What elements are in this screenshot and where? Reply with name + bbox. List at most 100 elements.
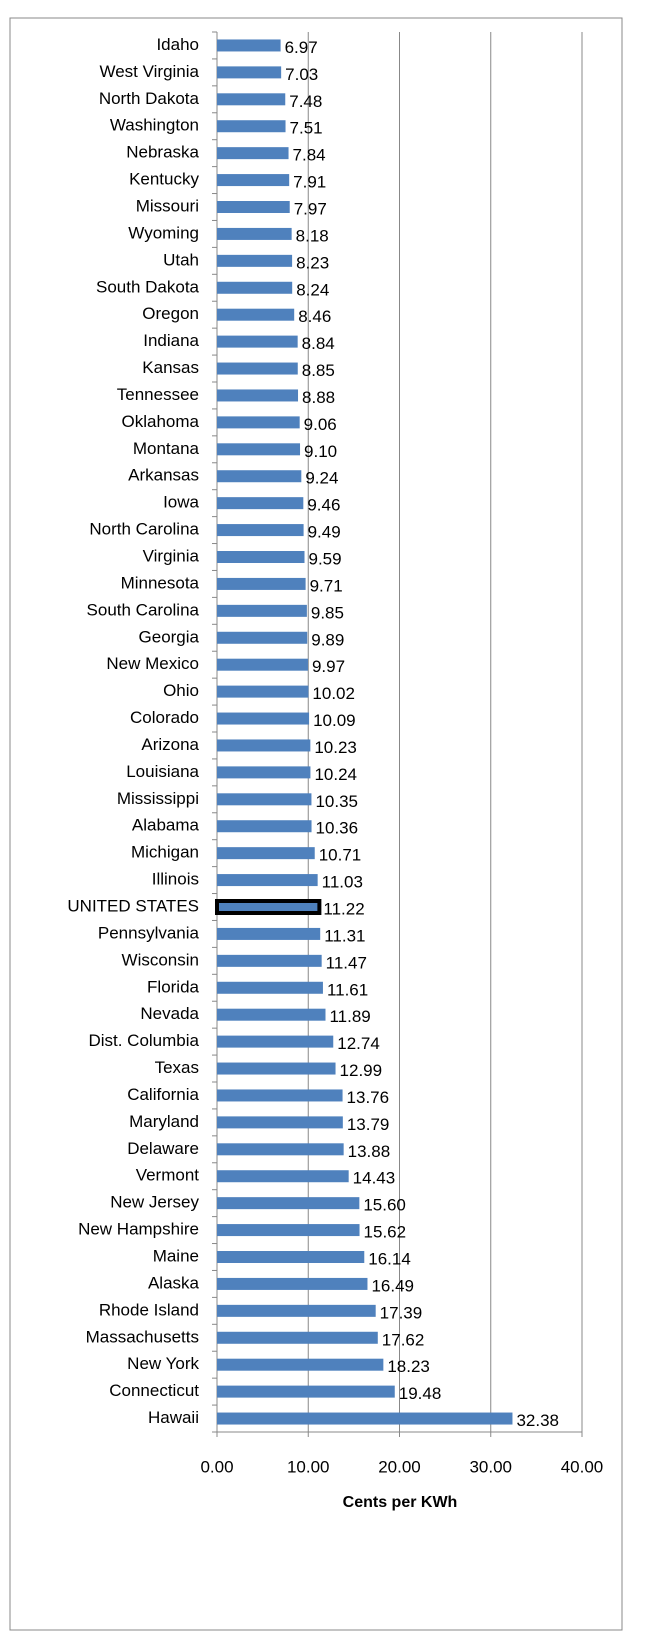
y-tick-label: Vermont: [136, 1166, 200, 1185]
value-label: 10.23: [314, 738, 357, 757]
y-tick-label: South Carolina: [87, 600, 200, 619]
value-label: 9.85: [311, 603, 344, 622]
value-label: 7.84: [293, 146, 326, 165]
bar: [217, 1143, 344, 1156]
value-label: 11.61: [327, 980, 368, 999]
bar: [217, 1008, 326, 1021]
y-tick-label: California: [127, 1085, 199, 1104]
bar: [217, 1089, 343, 1102]
value-label: 12.99: [340, 1061, 383, 1080]
bar: [217, 1304, 376, 1317]
value-label: 11.22: [323, 899, 364, 918]
y-tick-label: Nevada: [140, 1004, 199, 1023]
value-label: 11.31: [324, 926, 365, 945]
value-label: 16.14: [368, 1249, 411, 1268]
value-label: 9.49: [308, 523, 341, 542]
y-tick-label: Minnesota: [121, 573, 200, 592]
value-label: 9.24: [305, 469, 338, 488]
y-tick-label: Montana: [133, 439, 200, 458]
bar: [217, 443, 301, 456]
value-label: 15.60: [363, 1196, 406, 1215]
y-tick-label: Idaho: [156, 35, 199, 54]
value-label: 10.24: [314, 765, 357, 784]
y-tick-label: Utah: [163, 250, 199, 269]
value-label: 13.79: [347, 1115, 390, 1134]
bar: [217, 712, 310, 725]
y-tick-label: Kansas: [142, 358, 199, 377]
bar: [217, 1035, 334, 1048]
value-label: 7.91: [293, 173, 326, 192]
bar: [217, 604, 307, 617]
y-tick-label: Delaware: [127, 1139, 199, 1158]
y-tick-label: Massachusetts: [86, 1327, 199, 1346]
bar: [217, 254, 293, 267]
value-label: 12.74: [337, 1034, 380, 1053]
value-label: 9.71: [310, 576, 343, 595]
value-label: 10.02: [312, 684, 355, 703]
y-tick-label: Alabama: [132, 816, 200, 835]
value-label: 16.49: [371, 1276, 414, 1295]
bar: [217, 739, 311, 752]
y-tick-label: Indiana: [143, 331, 199, 350]
bar: [217, 793, 312, 806]
value-label: 13.88: [348, 1142, 391, 1161]
bar: [217, 577, 306, 590]
value-label: 19.48: [399, 1384, 442, 1403]
y-tick-label: Maryland: [129, 1112, 199, 1131]
bar: [217, 416, 300, 429]
bar: [217, 174, 290, 187]
bar: [217, 147, 289, 160]
bar: [217, 1197, 360, 1210]
bar: [217, 631, 308, 644]
bar: [217, 39, 281, 52]
y-tick-label: West Virginia: [99, 62, 199, 81]
value-label: 9.46: [307, 496, 340, 515]
bar: [217, 1170, 349, 1183]
y-tick-label: New Jersey: [110, 1193, 199, 1212]
value-label: 7.48: [289, 92, 322, 111]
value-label: 13.76: [347, 1088, 390, 1107]
y-tick-label: Illinois: [152, 870, 199, 889]
value-label: 8.46: [298, 307, 331, 326]
value-label: 9.97: [312, 657, 345, 676]
bar: [217, 874, 318, 887]
value-label: 17.62: [382, 1330, 425, 1349]
y-tick-label: Washington: [110, 116, 199, 135]
y-tick-label: Hawaii: [148, 1408, 199, 1427]
bar: [217, 120, 286, 133]
bar: [217, 820, 312, 833]
y-tick-label: Iowa: [163, 493, 199, 512]
bar: [217, 551, 305, 563]
bar: [217, 1277, 368, 1290]
value-label: 9.89: [311, 630, 344, 649]
bar: [217, 93, 286, 106]
value-label: 8.18: [296, 226, 329, 245]
value-label: 7.03: [285, 65, 318, 84]
y-tick-label: Maine: [153, 1246, 199, 1265]
bar: [217, 766, 311, 779]
y-tick-label: Connecticut: [109, 1381, 199, 1400]
bar: [217, 981, 323, 994]
bar: [217, 470, 302, 483]
y-tick-label: New Hampshire: [78, 1220, 199, 1239]
bar: [217, 1062, 336, 1075]
value-label: 7.51: [290, 119, 323, 138]
y-tick-label: South Dakota: [96, 277, 200, 296]
y-tick-label: Nebraska: [126, 143, 199, 162]
bar: [217, 201, 290, 213]
bar: [217, 1331, 378, 1344]
y-tick-label: Rhode Island: [99, 1300, 199, 1319]
y-tick-label: Florida: [147, 977, 200, 996]
y-tick-label: New York: [127, 1354, 199, 1373]
y-tick-label: Wisconsin: [122, 950, 199, 969]
value-label: 17.39: [380, 1303, 423, 1322]
y-tick-label: Dist. Columbia: [88, 1031, 199, 1050]
value-label: 15.62: [364, 1223, 407, 1242]
bar: [217, 1251, 365, 1263]
bar: [217, 685, 309, 698]
bar: [217, 497, 304, 510]
y-tick-label: Texas: [155, 1058, 199, 1077]
bar: [217, 1224, 360, 1237]
y-tick-label: Arkansas: [128, 466, 199, 485]
